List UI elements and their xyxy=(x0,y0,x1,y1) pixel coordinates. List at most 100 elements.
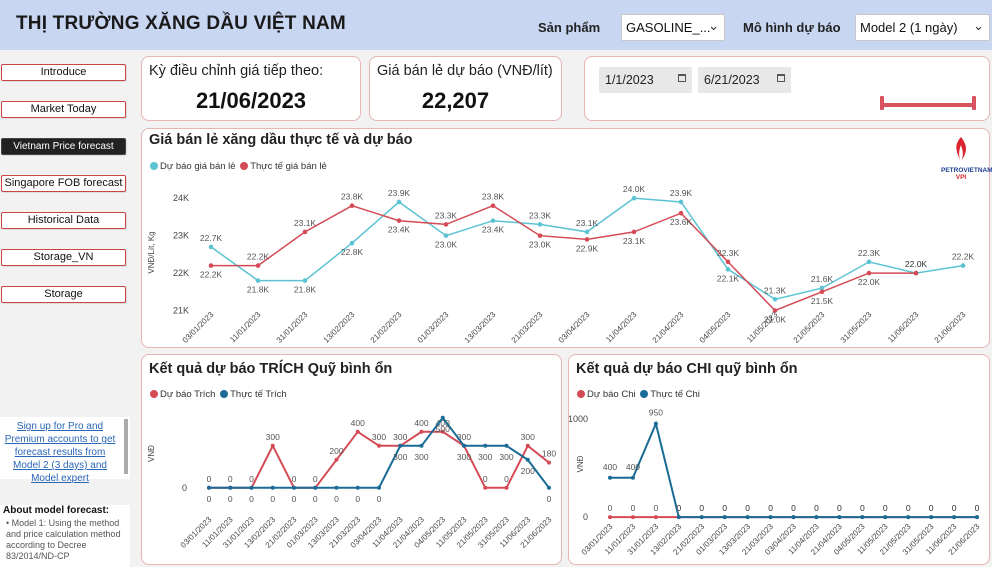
data-label: 0 xyxy=(504,474,509,484)
data-label: 300 xyxy=(457,452,471,462)
model-select-value: Model 2 (1 ngày) xyxy=(860,20,958,35)
data-label: 0 xyxy=(768,503,773,513)
signup-link[interactable]: Sign up for Pro and Premium accounts to … xyxy=(4,421,116,484)
data-point xyxy=(377,485,381,490)
legend-dot-trich-forecast xyxy=(150,390,158,398)
main-chart-legend: Dự báo giá bán lẻ Thực tế giá bán lẻ xyxy=(150,161,327,172)
data-label: 0 xyxy=(377,494,382,504)
x-tick-label: 03/04/2023 xyxy=(557,310,592,345)
data-label: 0 xyxy=(975,503,980,513)
trich-chart-card: Kết quả dự báo TRÍCH Quỹ bình ổn Dự báo … xyxy=(141,354,562,565)
date-slider-end-handle[interactable] xyxy=(972,96,976,110)
nav-introduce[interactable]: Introduce xyxy=(1,64,126,81)
date-slider-fill xyxy=(882,103,974,107)
model-select[interactable]: Model 2 (1 ngày) ⌄ xyxy=(855,14,990,41)
data-label: 200 xyxy=(329,446,343,456)
data-point xyxy=(313,485,318,490)
data-point xyxy=(228,485,233,490)
chi-chart: VNĐ0100003/01/202311/01/202331/01/202313… xyxy=(569,408,982,557)
calendar-icon[interactable] xyxy=(777,74,785,82)
data-label: 0 xyxy=(952,503,957,513)
data-label: 23.0K xyxy=(529,240,552,250)
calendar-icon[interactable] xyxy=(678,74,686,82)
data-point xyxy=(676,515,681,520)
legend-trich-actual[interactable]: Thực tế Trích xyxy=(230,389,287,400)
data-point xyxy=(630,515,635,520)
data-point xyxy=(255,278,261,283)
legend-chi-actual[interactable]: Thực tế Chi xyxy=(650,389,700,400)
data-label: 300 xyxy=(266,432,280,442)
data-point xyxy=(249,485,254,490)
x-tick-label: 01/03/2023 xyxy=(416,310,451,345)
data-label: 400 xyxy=(603,462,617,472)
next-adjust-label: Kỳ điều chỉnh giá tiếp theo: xyxy=(149,63,324,79)
data-point xyxy=(440,429,445,434)
nav-storage-vn[interactable]: Storage_VN xyxy=(1,249,126,266)
legend-trich-forecast[interactable]: Dự báo Trích xyxy=(160,389,216,400)
data-point xyxy=(860,515,865,520)
chi-chart-title: Kết quả dự báo CHI quỹ bình ổn xyxy=(576,361,798,377)
data-label: 23.1K xyxy=(294,218,317,228)
data-point xyxy=(419,429,424,434)
end-date-value: 6/21/2023 xyxy=(704,73,760,87)
data-point xyxy=(975,515,979,520)
data-label: 23.3K xyxy=(435,210,458,220)
data-label: 0 xyxy=(929,503,934,513)
data-point xyxy=(355,485,360,490)
data-point xyxy=(906,515,911,520)
data-label: 0 xyxy=(722,503,727,513)
data-label: 23.8K xyxy=(341,192,364,202)
nav-singapore-fob-forecast[interactable]: Singapore FOB forecast xyxy=(1,175,126,192)
data-label: 23.6K xyxy=(670,217,693,227)
x-tick-label: 21/04/2023 xyxy=(651,310,686,345)
data-label: 0 xyxy=(699,503,704,513)
data-label: 0 xyxy=(676,503,681,513)
data-label: 0 xyxy=(654,503,659,513)
forecast-price-value: 22,207 xyxy=(421,88,490,113)
data-point xyxy=(419,443,424,448)
end-date-input[interactable]: 6/21/2023 xyxy=(698,67,791,93)
data-label: 0 xyxy=(860,503,865,513)
data-label: 300 xyxy=(521,432,535,442)
x-tick-label: 31/01/2023 xyxy=(275,310,310,345)
promo-scrollbar[interactable] xyxy=(124,419,128,474)
data-point xyxy=(745,515,750,520)
data-point xyxy=(866,270,872,276)
data-point xyxy=(270,443,275,448)
data-label: 0 xyxy=(722,503,727,513)
data-label: 0 xyxy=(355,494,360,504)
data-label: 22.8K xyxy=(341,247,364,257)
data-label: 400 xyxy=(414,418,428,428)
nav-storage[interactable]: Storage xyxy=(1,286,126,303)
product-select[interactable]: GASOLINE_... ⌄ xyxy=(621,14,725,41)
x-tick-label: 21/05/2023 xyxy=(792,310,827,345)
data-label: 400 xyxy=(351,418,365,428)
data-point xyxy=(255,263,261,268)
data-point xyxy=(608,515,612,520)
x-tick-label: 11/04/2023 xyxy=(604,310,639,345)
nav-market-today[interactable]: Market Today xyxy=(1,101,126,118)
date-slider-start-handle[interactable] xyxy=(880,96,884,110)
start-date-input[interactable]: 1/1/2023 xyxy=(599,67,692,93)
data-label: 0 xyxy=(883,503,888,513)
data-point xyxy=(722,515,727,520)
legend-dot-chi-actual xyxy=(640,390,649,398)
legend-forecast[interactable]: Dự báo giá bán lẻ xyxy=(160,161,236,172)
data-point xyxy=(630,475,635,480)
flame-icon xyxy=(956,137,966,160)
data-label: 22.3K xyxy=(858,248,881,258)
data-label: 0 xyxy=(814,503,819,513)
data-point xyxy=(631,195,637,201)
data-point xyxy=(883,515,888,520)
nav-historical-data[interactable]: Historical Data xyxy=(1,212,126,229)
chevron-down-icon: ⌄ xyxy=(973,18,984,33)
legend-actual[interactable]: Thực tế giá bán lẻ xyxy=(250,161,327,172)
data-point xyxy=(504,443,509,448)
legend-dot-forecast xyxy=(150,162,158,170)
data-label: 0 xyxy=(952,503,957,513)
data-point xyxy=(483,443,488,448)
legend-chi-forecast[interactable]: Dự báo Chi xyxy=(587,389,636,400)
data-point xyxy=(396,199,402,205)
nav-vietnam-price-forecast[interactable]: Vietnam Price forecast xyxy=(1,138,126,155)
